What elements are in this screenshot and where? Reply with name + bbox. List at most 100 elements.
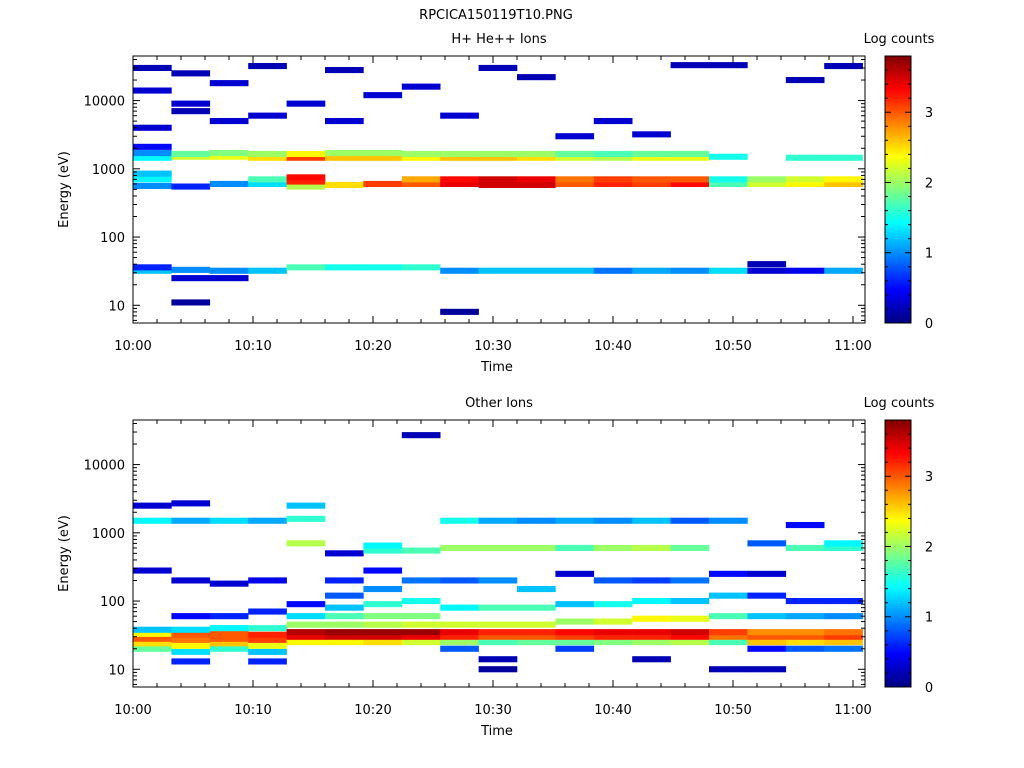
heatmap-cell	[401, 639, 441, 646]
heatmap-cell	[632, 180, 671, 187]
plot-frame	[132, 55, 866, 324]
heatmap-cell	[363, 621, 403, 628]
heatmap-cell	[325, 118, 364, 125]
heatmap-cell	[171, 183, 211, 190]
heatmap-cell	[363, 547, 403, 554]
heatmap-cell	[133, 150, 172, 157]
heatmap-cell	[478, 656, 518, 663]
x-tick-label: 10:10	[234, 339, 271, 354]
heatmap-cell	[478, 181, 518, 188]
heatmap-cell	[593, 618, 633, 625]
heatmap-cell	[133, 630, 172, 637]
heatmap-cell	[670, 176, 710, 183]
heatmap-cell	[632, 656, 671, 663]
x-tick-label: 10:00	[114, 703, 151, 718]
heatmap-cell	[632, 577, 671, 584]
heatmap-cell	[401, 83, 441, 90]
heatmap-cell	[171, 577, 211, 584]
heatmap-cell	[133, 517, 172, 524]
heatmap-cell	[325, 181, 364, 188]
heatmap-cell	[632, 639, 671, 646]
y-tick-label: 10	[108, 663, 125, 678]
heatmap-cell	[593, 154, 633, 161]
x-axis: 10:00 10:10 10:20 10:30 10:40 10:50 11:00	[114, 420, 872, 718]
heatmap-cell	[401, 547, 441, 554]
heatmap-cell	[709, 666, 748, 673]
heatmap-cell	[209, 267, 249, 274]
heatmap-cell	[133, 124, 172, 131]
heatmap-cell	[209, 150, 249, 157]
heatmap-cell	[440, 629, 479, 636]
y-tick-label: 10	[108, 299, 125, 314]
heatmap-cell	[401, 629, 441, 636]
colorbar-tick-label: 1	[925, 247, 933, 262]
heatmap-cell	[363, 567, 403, 574]
heatmap-cell	[593, 517, 633, 524]
heatmap-cell	[670, 180, 710, 187]
heatmap-cell	[632, 629, 671, 636]
colorbar-tick-label: 2	[925, 176, 933, 191]
heatmap-cell	[440, 621, 479, 628]
heatmap-cell	[670, 62, 710, 69]
x-axis-label: Time	[480, 724, 513, 739]
heatmap-cell	[401, 621, 441, 628]
heatmap-cell	[133, 176, 172, 183]
heatmap-cell	[824, 63, 863, 70]
heatmap-cell	[709, 633, 748, 640]
heatmap-cell	[785, 598, 825, 605]
heatmap-cell	[517, 633, 556, 640]
heatmap-cell	[171, 648, 211, 655]
heatmap-cell	[747, 613, 787, 620]
heatmap-cell	[286, 264, 326, 271]
heatmap-cell	[593, 629, 633, 636]
heatmap-cell	[824, 645, 863, 652]
figure-title: RPCICA150119T10.PNG	[419, 8, 573, 23]
heatmap-cell	[555, 645, 595, 652]
colorbar-tick-label: 2	[925, 540, 933, 555]
heatmap-cell	[325, 577, 364, 584]
heatmap-cell	[209, 180, 249, 187]
heatmap-cell	[440, 154, 479, 161]
heatmap-cell	[632, 517, 671, 524]
heatmap-cell	[555, 570, 595, 577]
heatmap-cell	[440, 180, 479, 187]
heatmap-cell	[363, 613, 403, 620]
heatmap-cell	[709, 180, 748, 187]
x-tick-label: 10:30	[474, 339, 511, 354]
heatmap-cell	[517, 639, 556, 646]
heatmap-cell	[401, 598, 441, 605]
heatmap-cell	[133, 143, 172, 150]
x-tick-label: 11:00	[834, 703, 871, 718]
heatmap-cell	[209, 80, 249, 87]
heatmap-cell	[478, 639, 518, 646]
heatmap-cell	[632, 154, 671, 161]
heatmap-cell	[286, 540, 326, 547]
heatmap-cell	[747, 261, 787, 268]
heatmap-cell	[593, 601, 633, 608]
heatmap-cell	[209, 625, 249, 632]
heatmap-cell	[670, 267, 710, 274]
heatmap-cell	[325, 592, 364, 599]
heatmap-cells	[133, 62, 863, 315]
heatmap-cell	[747, 592, 787, 599]
heatmap-cell	[785, 176, 825, 183]
heatmap-cell	[670, 639, 710, 646]
heatmap-cell	[209, 640, 249, 647]
heatmap-cell	[286, 633, 326, 640]
x-axis-label: Time	[480, 360, 513, 375]
heatmap-cell	[325, 629, 364, 636]
heatmap-cell	[363, 150, 403, 157]
heatmap-cell	[478, 64, 518, 71]
heatmap-cell	[632, 150, 671, 157]
heatmap-cell	[555, 154, 595, 161]
heatmap-cell	[133, 626, 172, 633]
heatmap-cell	[209, 153, 249, 160]
heatmap-cell	[133, 182, 172, 189]
heatmap-cell	[824, 154, 863, 161]
heatmap-cell	[709, 153, 748, 160]
heatmap-cell	[325, 613, 364, 620]
heatmap-cell	[824, 267, 863, 274]
heatmap-cell	[171, 642, 211, 649]
heatmap-cell	[286, 621, 326, 628]
